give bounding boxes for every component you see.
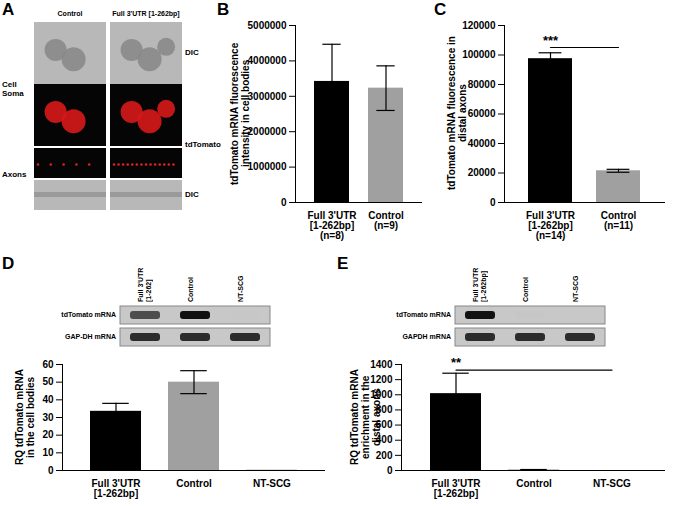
svg-text:Full 3'UTR[1-262bp]: Full 3'UTR[1-262bp] [431, 478, 481, 499]
svg-text:120000: 120000 [462, 20, 496, 31]
svg-text:100000: 100000 [462, 49, 496, 60]
svg-text:200: 200 [376, 450, 393, 461]
svg-text:1200: 1200 [370, 374, 393, 385]
svg-text:20: 20 [42, 429, 54, 440]
svg-text:0: 0 [48, 465, 54, 476]
svg-text:2000000: 2000000 [248, 126, 287, 137]
svg-text:10: 10 [42, 447, 54, 458]
svg-text:40000: 40000 [468, 138, 496, 149]
svg-text:0: 0 [490, 197, 496, 208]
svg-text:30: 30 [42, 412, 54, 423]
svg-text:60: 60 [42, 359, 54, 370]
svg-text:***: *** [543, 33, 559, 48]
svg-text:Full 3'UTR[1-262bp](n=14): Full 3'UTR[1-262bp](n=14) [526, 210, 576, 241]
svg-text:4000000: 4000000 [248, 55, 287, 66]
svg-text:40: 40 [42, 394, 54, 405]
svg-text:5000000: 5000000 [248, 20, 287, 31]
svg-text:**: ** [451, 355, 462, 370]
svg-text:50: 50 [42, 376, 54, 387]
svg-text:Control(n=9): Control(n=9) [368, 210, 404, 231]
svg-text:Full 3'UTR[1-262bp]: Full 3'UTR[1-262bp] [91, 478, 141, 499]
svg-text:1400: 1400 [370, 359, 393, 370]
svg-text:0: 0 [387, 465, 393, 476]
svg-text:80000: 80000 [468, 79, 496, 90]
svg-text:NT-SCG: NT-SCG [593, 478, 631, 489]
svg-text:1000000: 1000000 [248, 161, 287, 172]
svg-text:NT-SCG: NT-SCG [253, 478, 291, 489]
svg-text:60000: 60000 [468, 108, 496, 119]
svg-text:Control(n=11): Control(n=11) [601, 210, 637, 231]
svg-text:3000000: 3000000 [248, 91, 287, 102]
svg-text:Control: Control [176, 478, 212, 489]
svg-text:Control: Control [516, 478, 552, 489]
svg-text:Full 3'UTR[1-262bp](n=8): Full 3'UTR[1-262bp](n=8) [307, 210, 357, 241]
svg-text:0: 0 [281, 197, 287, 208]
svg-text:20000: 20000 [468, 167, 496, 178]
